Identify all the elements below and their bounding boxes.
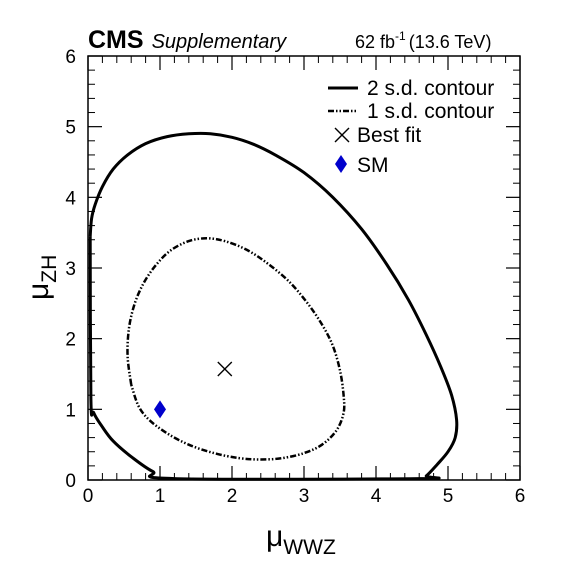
best-fit-marker — [217, 361, 233, 377]
x-tick-label: 0 — [83, 486, 94, 507]
contour-1sd — [126, 237, 346, 461]
y-tick-label: 1 — [65, 400, 76, 421]
legend-best-fit-swatch — [334, 127, 350, 143]
x-tick-label: 1 — [155, 486, 166, 507]
y-tick-label: 6 — [65, 47, 76, 68]
y-tick-label: 2 — [65, 330, 76, 351]
tick-labels: 0 1 2 3 4 5 6 0 1 2 3 4 5 6 — [65, 47, 525, 507]
legend-2sd-label: 2 s.d. contour — [367, 77, 494, 100]
y-tick-label: 4 — [65, 188, 76, 209]
y-tick-label: 5 — [65, 118, 76, 139]
supplementary-label: Supplementary — [152, 31, 288, 53]
legend: 2 s.d. contour 1 s.d. contour Best fit S… — [328, 77, 494, 177]
x-tick-label: 3 — [299, 486, 310, 507]
x-tick-label: 5 — [443, 486, 454, 507]
legend-best-fit-label: Best fit — [357, 124, 421, 147]
luminosity-label: 62 fb-1 (13.6 TeV) — [355, 29, 491, 52]
x-axis-title: μWWZ — [266, 520, 336, 559]
contour-2sd — [88, 131, 459, 481]
y-tick-label: 3 — [65, 259, 76, 280]
legend-sm-label: SM — [357, 154, 389, 177]
y-tick-label: 0 — [65, 471, 76, 492]
legend-1sd-label: 1 s.d. contour — [367, 100, 494, 123]
experiment-label: CMS — [88, 26, 144, 54]
sm-marker — [154, 400, 166, 419]
x-tick-label: 4 — [371, 486, 382, 507]
x-tick-label: 6 — [515, 486, 526, 507]
legend-sm-swatch — [335, 155, 347, 173]
x-tick-label: 2 — [227, 486, 238, 507]
y-axis-title: μZH — [22, 255, 61, 300]
